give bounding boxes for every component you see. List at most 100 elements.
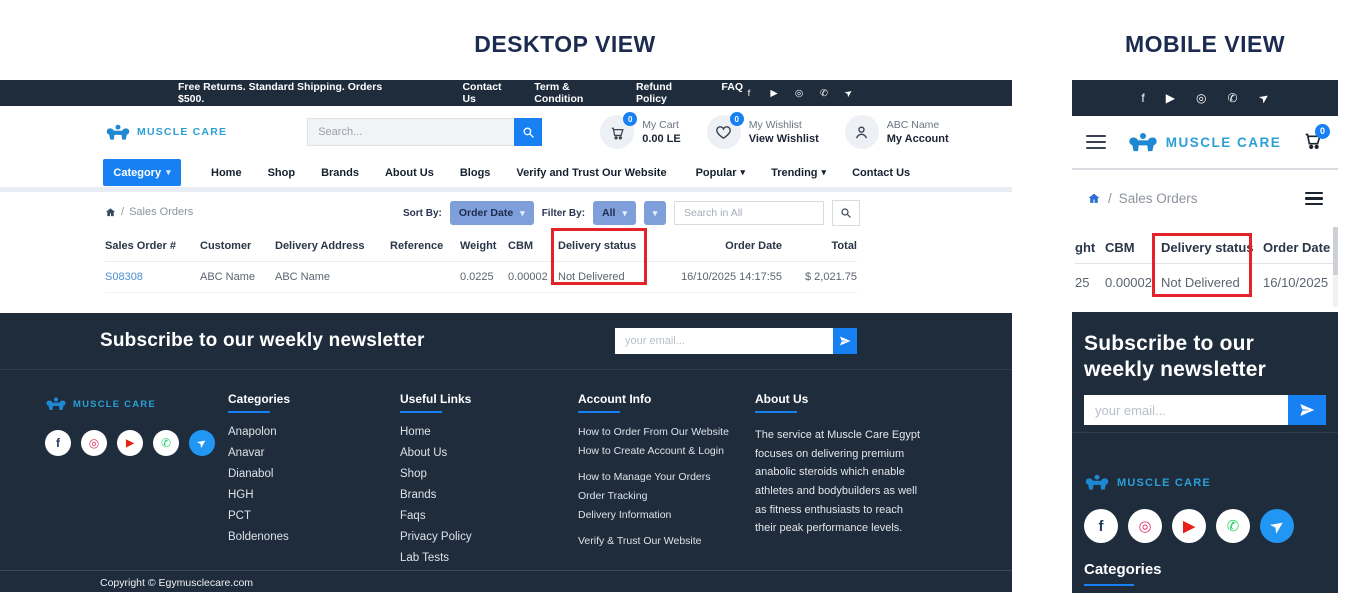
telegram-icon[interactable]: ➤ [1255, 89, 1272, 107]
brand-logo[interactable]: MUSCLE CARE [1127, 131, 1282, 154]
my-cart[interactable]: 0 My Cart 0.00 LE [600, 112, 681, 149]
search-field-dropdown[interactable]: ▾ [644, 201, 666, 225]
instagram-icon[interactable]: ◎ [794, 87, 804, 99]
nav-contact-us[interactable]: Contact Us [852, 166, 911, 179]
facebook-icon[interactable]: f [45, 430, 71, 456]
newsletter-send-button[interactable] [1288, 395, 1326, 426]
muscle-man-icon [1129, 132, 1157, 151]
footer-link[interactable]: PCT [228, 510, 251, 522]
footer-link[interactable]: Privacy Policy [400, 531, 472, 543]
footer-link[interactable]: Dianabol [228, 468, 274, 480]
footer-link[interactable]: How to Create Account & Login [578, 445, 724, 457]
youtube-icon[interactable]: ▶ [770, 87, 778, 99]
topbar-link[interactable]: FAQ [721, 81, 743, 93]
footer-link[interactable]: Brands [400, 489, 437, 501]
topbar-link[interactable]: Refund Policy [635, 81, 673, 105]
newsletter-section: Subscribe to our weekly newsletter [0, 313, 1012, 369]
table-search-input[interactable] [674, 201, 824, 225]
footer-link[interactable]: About Us [400, 447, 448, 459]
footer-social: f ◎ ▶ ✆ ➤ [45, 430, 215, 456]
scrollbar[interactable] [1333, 227, 1338, 307]
youtube-icon[interactable]: ▶ [117, 430, 143, 456]
copyright-text: Copyright © Egymusclecare.com [100, 577, 254, 589]
table-header-row: Sales Order # Customer Delivery Address … [105, 234, 857, 261]
order-number-link[interactable]: S08308 [105, 271, 143, 283]
search-icon [523, 127, 534, 138]
nav-trending[interactable]: Trending ▾ [771, 166, 827, 179]
footer-brand-logo[interactable]: MUSCLE CARE [45, 396, 156, 412]
newsletter-email-input[interactable] [1084, 395, 1288, 426]
chevron-down-icon: ▾ [520, 207, 525, 218]
category-button[interactable]: Category ▾ [103, 159, 181, 186]
whatsapp-icon[interactable]: ✆ [1216, 509, 1250, 543]
telegram-icon[interactable]: ➤ [1260, 509, 1294, 543]
footer-link[interactable]: Home [400, 426, 431, 438]
mobile-newsletter-section: Subscribe to our weekly newsletter [1072, 312, 1338, 432]
mobile-view: f ▶ ◎ ✆ ➤ MUSCLE CARE 0 / Sales Orders [1072, 80, 1338, 593]
account-link: My Account [886, 133, 949, 145]
whatsapp-icon[interactable]: ✆ [1227, 91, 1238, 105]
col-delivery-address: Delivery Address [275, 240, 365, 252]
facebook-icon[interactable]: f [1141, 91, 1145, 105]
newsletter-heading: Subscribe to our weekly newsletter [100, 330, 425, 351]
my-wishlist[interactable]: 0 My Wishlist View Wishlist [706, 112, 819, 149]
nav-brands[interactable]: Brands [321, 166, 359, 179]
table-search-button[interactable] [832, 200, 860, 226]
footer-link[interactable]: Order Tracking [578, 490, 648, 502]
table-menu-icon[interactable] [1305, 191, 1323, 206]
footer-link[interactable]: Anavar [228, 447, 265, 459]
col-customer: Customer [200, 240, 252, 252]
mobile-topbar: f ▶ ◎ ✆ ➤ [1072, 80, 1338, 116]
footer-link[interactable]: Faqs [400, 510, 426, 522]
whatsapp-icon[interactable]: ✆ [820, 87, 828, 99]
footer-link[interactable]: Anapolon [228, 426, 277, 438]
youtube-icon[interactable]: ▶ [1165, 91, 1175, 105]
nav-blogs[interactable]: Blogs [459, 166, 491, 179]
breadcrumb-separator: / [1108, 191, 1112, 206]
hamburger-menu-icon[interactable] [1086, 135, 1106, 149]
search-input[interactable] [307, 118, 515, 146]
brand-name: MUSCLE CARE [137, 126, 228, 138]
instagram-icon[interactable]: ◎ [1195, 91, 1207, 105]
cart-button[interactable]: 0 [1302, 123, 1330, 156]
instagram-icon[interactable]: ◎ [81, 430, 107, 456]
whatsapp-icon[interactable]: ✆ [153, 430, 179, 456]
newsletter-send-button[interactable] [833, 328, 857, 354]
topbar-link[interactable]: Contact Us [462, 81, 502, 105]
footer-link[interactable]: HGH [228, 489, 254, 501]
footer-link[interactable]: How to Manage Your Orders [578, 471, 711, 483]
muscle-man-icon [1085, 474, 1109, 490]
muscle-man-icon [106, 124, 130, 140]
telegram-icon[interactable]: ➤ [842, 86, 856, 100]
footer-link[interactable]: Verify & Trust Our Website [578, 535, 702, 547]
footer-link[interactable]: How to Order From Our Website [578, 426, 729, 438]
nav-popular[interactable]: Popular ▾ [695, 166, 746, 179]
footer-link[interactable]: Shop [400, 468, 427, 480]
nav-home[interactable]: Home [211, 166, 242, 179]
telegram-icon[interactable]: ➤ [189, 430, 215, 456]
filter-by-dropdown[interactable]: All ▾ [593, 201, 636, 225]
my-account[interactable]: ABC Name My Account [844, 115, 949, 149]
facebook-icon[interactable]: f [747, 87, 751, 99]
nav-about-us[interactable]: About Us [384, 166, 434, 179]
home-icon[interactable] [1087, 192, 1101, 205]
footer-link[interactable]: Delivery Information [578, 509, 672, 521]
instagram-icon[interactable]: ◎ [1128, 509, 1162, 543]
brand-logo[interactable]: MUSCLE CARE [105, 123, 227, 142]
footer-brand-logo[interactable]: MUSCLE CARE [1084, 473, 1211, 492]
youtube-icon[interactable]: ▶ [1172, 509, 1206, 543]
newsletter-email-input[interactable] [615, 328, 833, 354]
chevron-down-icon: ▾ [166, 167, 171, 177]
sort-by-dropdown[interactable]: Order Date ▾ [449, 201, 534, 225]
topbar-link[interactable]: Term & Condition [534, 81, 584, 105]
footer-link[interactable]: Lab Tests [400, 552, 450, 564]
footer-link[interactable]: Boldenones [228, 531, 289, 543]
home-icon[interactable] [105, 207, 116, 218]
facebook-icon[interactable]: f [1084, 509, 1118, 543]
nav-verify-trust[interactable]: Verify and Trust Our Website [516, 166, 667, 179]
col-delivery-status: Delivery status [558, 240, 637, 252]
nav-shop[interactable]: Shop [267, 166, 296, 179]
person-icon [844, 115, 879, 149]
cart-total: 0.00 LE [642, 133, 681, 145]
search-button[interactable] [514, 118, 543, 146]
